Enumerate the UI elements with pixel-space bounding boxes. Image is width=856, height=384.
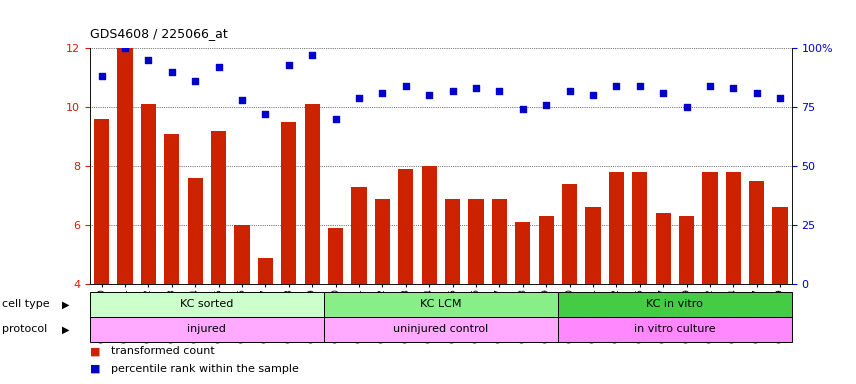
Text: GDS4608 / 225066_at: GDS4608 / 225066_at xyxy=(90,27,228,40)
Point xyxy=(95,73,109,79)
Bar xyxy=(90,317,324,342)
Bar xyxy=(324,317,558,342)
Point xyxy=(399,83,413,89)
Bar xyxy=(140,104,156,284)
Point xyxy=(141,57,155,63)
Point xyxy=(773,94,787,101)
Bar xyxy=(328,228,343,284)
Point xyxy=(188,78,202,84)
Bar xyxy=(772,207,788,284)
Point xyxy=(539,102,553,108)
Bar xyxy=(211,131,226,284)
Bar xyxy=(632,172,647,284)
Point xyxy=(306,52,319,58)
Bar xyxy=(538,216,554,284)
Text: cell type: cell type xyxy=(2,299,50,310)
Bar xyxy=(90,292,324,317)
Point xyxy=(703,83,716,89)
Point xyxy=(680,104,693,110)
Point xyxy=(516,106,530,113)
Bar xyxy=(702,172,717,284)
Bar xyxy=(421,166,437,284)
Point xyxy=(422,92,436,98)
Bar xyxy=(586,207,601,284)
Text: in vitro culture: in vitro culture xyxy=(634,324,716,334)
Bar xyxy=(558,292,792,317)
Text: ▶: ▶ xyxy=(62,299,69,310)
Text: ■: ■ xyxy=(90,364,100,374)
Bar xyxy=(468,199,484,284)
Bar xyxy=(609,172,624,284)
Bar xyxy=(351,187,366,284)
Text: transformed count: transformed count xyxy=(111,346,215,356)
Point xyxy=(165,68,179,74)
Point xyxy=(586,92,600,98)
Point xyxy=(282,61,295,68)
Point xyxy=(492,88,506,94)
Point xyxy=(750,90,764,96)
Point xyxy=(633,83,646,89)
Bar xyxy=(281,122,296,284)
Text: ▶: ▶ xyxy=(62,324,69,334)
Bar xyxy=(749,181,764,284)
Point xyxy=(352,94,366,101)
Text: KC in vitro: KC in vitro xyxy=(646,299,704,310)
Bar xyxy=(398,169,413,284)
Text: KC sorted: KC sorted xyxy=(180,299,234,310)
Point xyxy=(211,64,225,70)
Point xyxy=(609,83,623,89)
Bar xyxy=(258,258,273,284)
Bar xyxy=(726,172,741,284)
Text: percentile rank within the sample: percentile rank within the sample xyxy=(111,364,299,374)
Point xyxy=(329,116,342,122)
Point xyxy=(376,90,389,96)
Point xyxy=(727,85,740,91)
Point xyxy=(446,88,460,94)
Bar xyxy=(515,222,531,284)
Bar xyxy=(94,119,110,284)
Point xyxy=(259,111,272,117)
Bar xyxy=(562,184,577,284)
Bar xyxy=(164,134,180,284)
Bar xyxy=(187,178,203,284)
Point xyxy=(118,45,132,51)
Bar xyxy=(235,225,250,284)
Text: protocol: protocol xyxy=(2,324,47,334)
Bar xyxy=(558,317,792,342)
Point xyxy=(657,90,670,96)
Bar xyxy=(305,104,320,284)
Bar xyxy=(117,48,133,284)
Point xyxy=(562,88,576,94)
Bar xyxy=(445,199,461,284)
Text: uninjured control: uninjured control xyxy=(393,324,489,334)
Text: ■: ■ xyxy=(90,346,100,356)
Text: injured: injured xyxy=(187,324,226,334)
Bar xyxy=(656,214,671,284)
Text: KC LCM: KC LCM xyxy=(420,299,461,310)
Point xyxy=(235,97,249,103)
Bar xyxy=(491,199,507,284)
Bar xyxy=(375,199,390,284)
Point xyxy=(469,85,483,91)
Bar xyxy=(324,292,558,317)
Bar xyxy=(679,216,694,284)
